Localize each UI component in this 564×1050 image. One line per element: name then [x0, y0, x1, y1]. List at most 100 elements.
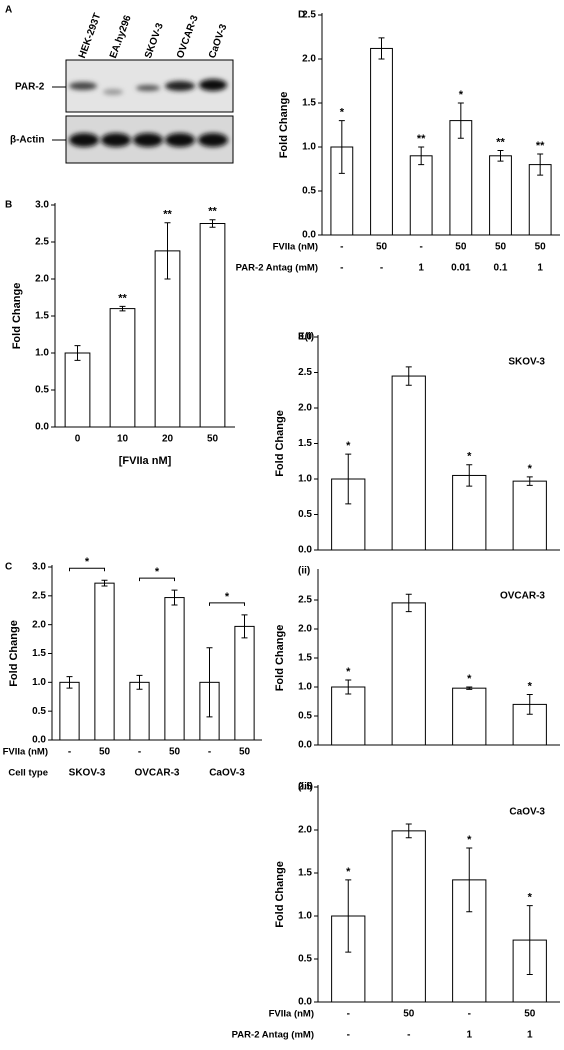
bar — [391, 830, 426, 1003]
x-tick-label: - — [380, 263, 383, 274]
y-tick-label: 0.0 — [302, 230, 316, 241]
error-bar — [119, 305, 126, 312]
y-tick-label: 0.5 — [298, 954, 312, 965]
x-tick-label: 1 — [466, 1030, 472, 1041]
x-tick-label: SKOV-3 — [69, 768, 106, 779]
x-tick-label: CaOV-3 — [209, 768, 245, 779]
error-bar — [171, 589, 178, 606]
significance-label: * — [528, 680, 533, 692]
significance-label: * — [340, 107, 345, 119]
y-axis-label: Fold Change — [8, 620, 20, 687]
x-tick-label: 0.01 — [451, 263, 471, 274]
panel-label: E(i) — [298, 332, 314, 343]
x-tick-label: - — [419, 242, 422, 253]
blot-bands — [69, 79, 227, 95]
x-tick-label: 50 — [495, 242, 507, 253]
x-tick-label: 50 — [535, 242, 547, 253]
error-bar — [457, 102, 464, 139]
significance-label: * — [346, 866, 351, 878]
error-bar — [405, 823, 412, 839]
x-row-label: PAR-2 Antag (mM) — [232, 1030, 314, 1041]
y-tick-label: 2.5 — [298, 782, 312, 793]
x-row-label: FVIIa (nM) — [269, 1009, 314, 1020]
row-label: β-Actin — [10, 135, 44, 146]
significance-bracket — [139, 577, 175, 582]
chart-title: CaOV-3 — [509, 807, 545, 818]
lane-label: HEK-293T — [77, 12, 103, 60]
y-tick-label: 1.5 — [298, 868, 312, 879]
x-tick-label: 50 — [99, 747, 111, 758]
x-tick-label: 0.1 — [494, 263, 508, 274]
significance-bracket — [69, 567, 105, 572]
y-tick-label: 2.0 — [32, 619, 46, 630]
y-tick-label: 2.0 — [298, 624, 312, 635]
significance-bracket — [209, 602, 245, 606]
significance-label: * — [528, 463, 533, 475]
error-bar — [66, 676, 73, 689]
panel-label: D — [298, 10, 305, 21]
y-tick-label: 1.0 — [302, 142, 316, 153]
y-tick-label: 0.0 — [32, 735, 46, 746]
y-tick-label: 2.0 — [302, 54, 316, 65]
blot-panel: A HEK-293T EA.hy296 SKOV-3 OVCAR-3 CaOV-… — [5, 5, 234, 164]
bar — [109, 308, 136, 428]
error-bar — [164, 222, 171, 280]
y-tick-label: 1.5 — [32, 648, 46, 659]
error-bar — [209, 219, 216, 228]
x-tick-label: - — [468, 1009, 471, 1020]
significance-label: ** — [536, 140, 545, 152]
panel-label: (ii) — [298, 566, 310, 577]
error-bar — [345, 679, 352, 695]
error-bar — [466, 847, 473, 913]
significance-label: * — [467, 673, 472, 685]
y-tick-label: 2.0 — [298, 403, 312, 414]
bar — [452, 474, 487, 551]
y-tick-label: 0.5 — [32, 706, 46, 717]
y-tick-label: 2.5 — [302, 10, 316, 21]
lane-label: OVCAR-3 — [175, 13, 201, 59]
y-tick-label: 1.5 — [298, 653, 312, 664]
y-tick-label: 3.0 — [35, 200, 49, 211]
bar — [164, 597, 185, 741]
bar — [331, 686, 366, 746]
y-tick-label: 0.0 — [298, 545, 312, 556]
error-bar — [378, 37, 385, 60]
y-tick-label: 0.5 — [302, 186, 316, 197]
y-tick-label: 1.0 — [298, 682, 312, 693]
y-tick-label: 0.5 — [35, 385, 49, 396]
y-tick-label: 1.0 — [298, 911, 312, 922]
error-bar — [466, 686, 473, 690]
y-tick-label: 2.5 — [298, 367, 312, 378]
error-bar — [345, 879, 352, 953]
significance-label: ** — [496, 136, 505, 148]
y-tick-label: 2.5 — [32, 590, 46, 601]
bar — [391, 602, 426, 746]
chart-title: SKOV-3 — [508, 357, 545, 368]
x-tick-label: - — [138, 747, 141, 758]
error-bar — [345, 453, 352, 505]
bar — [370, 47, 393, 236]
x-axis-label: [FVIIa nM] — [119, 455, 172, 467]
bar — [64, 352, 91, 428]
lane-label: SKOV-3 — [143, 21, 166, 60]
error-bar — [241, 614, 248, 639]
lane-label: EA.hy296 — [108, 13, 134, 59]
blot-bands — [69, 133, 228, 147]
y-tick-label: 0.0 — [298, 740, 312, 751]
y-tick-label: 1.5 — [35, 311, 49, 322]
y-tick-label: 2.0 — [298, 825, 312, 836]
error-bar — [418, 146, 425, 166]
significance-label: * — [346, 666, 351, 678]
significance-label: ** — [118, 292, 127, 304]
x-tick-label: 0 — [75, 434, 81, 445]
error-bar — [206, 647, 213, 718]
x-tick-label: - — [208, 747, 211, 758]
y-tick-label: 1.0 — [35, 348, 49, 359]
x-tick-label: 20 — [162, 434, 174, 445]
panel-label: B — [5, 200, 12, 211]
row-label: PAR-2 — [15, 82, 45, 93]
significance-label: ** — [417, 133, 426, 145]
significance-label: * — [467, 834, 472, 846]
significance-label: * — [459, 89, 464, 101]
